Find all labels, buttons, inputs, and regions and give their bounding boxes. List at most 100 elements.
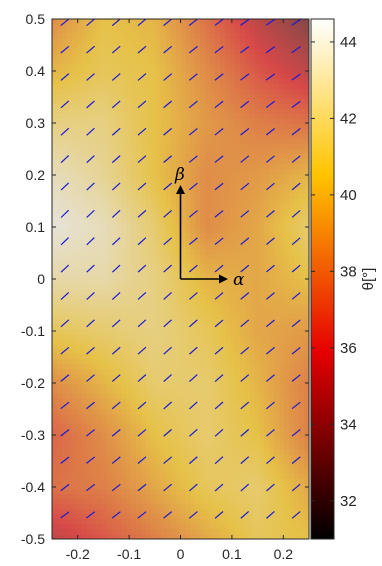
heatmap-cell <box>140 199 147 205</box>
heatmap-cell <box>249 384 256 390</box>
heatmap-cell <box>145 229 152 235</box>
heatmap-cell <box>111 259 117 265</box>
heatmap-cell <box>264 344 271 350</box>
heatmap-cell <box>229 214 236 220</box>
heatmap-cell <box>126 269 132 275</box>
heatmap-cell <box>239 259 246 265</box>
heatmap-cell <box>155 239 162 245</box>
heatmap-cell <box>200 109 206 115</box>
heatmap-cell <box>116 464 122 470</box>
heatmap-cell <box>269 309 275 315</box>
heatmap-cell <box>215 259 221 265</box>
heatmap-cell <box>76 404 83 410</box>
heatmap-cell <box>155 169 162 175</box>
heatmap-cell <box>71 79 78 85</box>
heatmap-cell <box>215 334 221 340</box>
heatmap-cell <box>76 134 83 140</box>
heatmap-cell <box>229 149 236 155</box>
heatmap-cell <box>180 239 187 245</box>
heatmap-cell <box>239 489 246 495</box>
heatmap-cell <box>131 414 137 420</box>
heatmap-cell <box>170 99 177 105</box>
heatmap-cell <box>304 44 309 50</box>
heatmap-cell <box>160 494 167 500</box>
heatmap-cell <box>86 119 93 125</box>
heatmap-cell <box>215 414 221 420</box>
heatmap-cell <box>304 299 309 305</box>
heatmap-cell <box>111 334 117 340</box>
heatmap-cell <box>200 64 206 70</box>
heatmap-cell <box>289 234 295 240</box>
heatmap-cell <box>220 94 226 100</box>
heatmap-cell <box>52 19 58 25</box>
heatmap-cell <box>170 434 177 440</box>
heatmap-cell <box>264 249 271 255</box>
heatmap-cell <box>249 64 256 70</box>
heatmap-cell <box>170 384 177 390</box>
heatmap-cell <box>185 84 191 90</box>
heatmap-cell <box>52 139 58 145</box>
heatmap-cell <box>86 114 93 120</box>
heatmap-cell <box>259 304 266 310</box>
heatmap-cell <box>121 149 127 155</box>
heatmap-cell <box>81 419 88 425</box>
heatmap-cell <box>61 369 68 375</box>
heatmap-cell <box>56 379 63 385</box>
heatmap-cell <box>86 334 93 340</box>
heatmap-cell <box>195 309 201 315</box>
heatmap-cell <box>86 39 93 45</box>
heatmap-cell <box>56 384 63 390</box>
heatmap-cell <box>244 284 251 290</box>
heatmap-cell <box>96 259 103 265</box>
heatmap-cell <box>81 354 88 360</box>
heatmap-cell <box>66 334 73 340</box>
heatmap-cell <box>56 19 63 25</box>
heatmap-cell <box>224 464 231 470</box>
heatmap-cell <box>76 174 83 180</box>
heatmap-cell <box>106 314 112 320</box>
heatmap-cell <box>136 249 142 255</box>
heatmap-cell <box>116 484 122 490</box>
heatmap-cell <box>76 334 83 340</box>
heatmap-cell <box>304 104 309 110</box>
heatmap-cell <box>116 469 122 475</box>
heatmap-cell <box>56 394 63 400</box>
heatmap-cell <box>215 479 221 485</box>
heatmap-cell <box>52 334 58 340</box>
heatmap-cell <box>279 19 285 25</box>
heatmap-cell <box>140 379 147 385</box>
heatmap-cell <box>150 374 157 380</box>
heatmap-cell <box>220 484 226 490</box>
heatmap-cell <box>294 294 300 300</box>
heatmap-cell <box>190 449 196 455</box>
heatmap-cell <box>131 299 137 305</box>
heatmap-cell <box>76 384 83 390</box>
heatmap-cell <box>150 129 157 135</box>
heatmap-cell <box>274 329 280 335</box>
heatmap-cell <box>229 239 236 245</box>
heatmap-cell <box>116 144 122 150</box>
heatmap-cell <box>239 454 246 460</box>
heatmap-cell <box>175 169 182 175</box>
heatmap-cell <box>274 59 280 65</box>
heatmap-cell <box>116 19 122 25</box>
heatmap-cell <box>150 254 157 260</box>
heatmap-cell <box>264 174 271 180</box>
heatmap-cell <box>215 399 221 405</box>
heatmap-cell <box>264 464 271 470</box>
heatmap-cell <box>274 29 280 35</box>
heatmap-cell <box>269 464 275 470</box>
heatmap-cell <box>264 24 271 30</box>
heatmap-cell <box>180 54 187 60</box>
heatmap-cell <box>289 189 295 195</box>
heatmap-cell <box>106 219 112 225</box>
heatmap-cell <box>180 149 187 155</box>
heatmap-cell <box>279 119 285 125</box>
heatmap-cell <box>116 284 122 290</box>
heatmap-cell <box>175 199 182 205</box>
heatmap-cell <box>86 154 93 160</box>
heatmap-cell <box>116 199 122 205</box>
heatmap-cell <box>205 174 211 180</box>
heatmap-cell <box>56 239 63 245</box>
heatmap-cell <box>150 149 157 155</box>
